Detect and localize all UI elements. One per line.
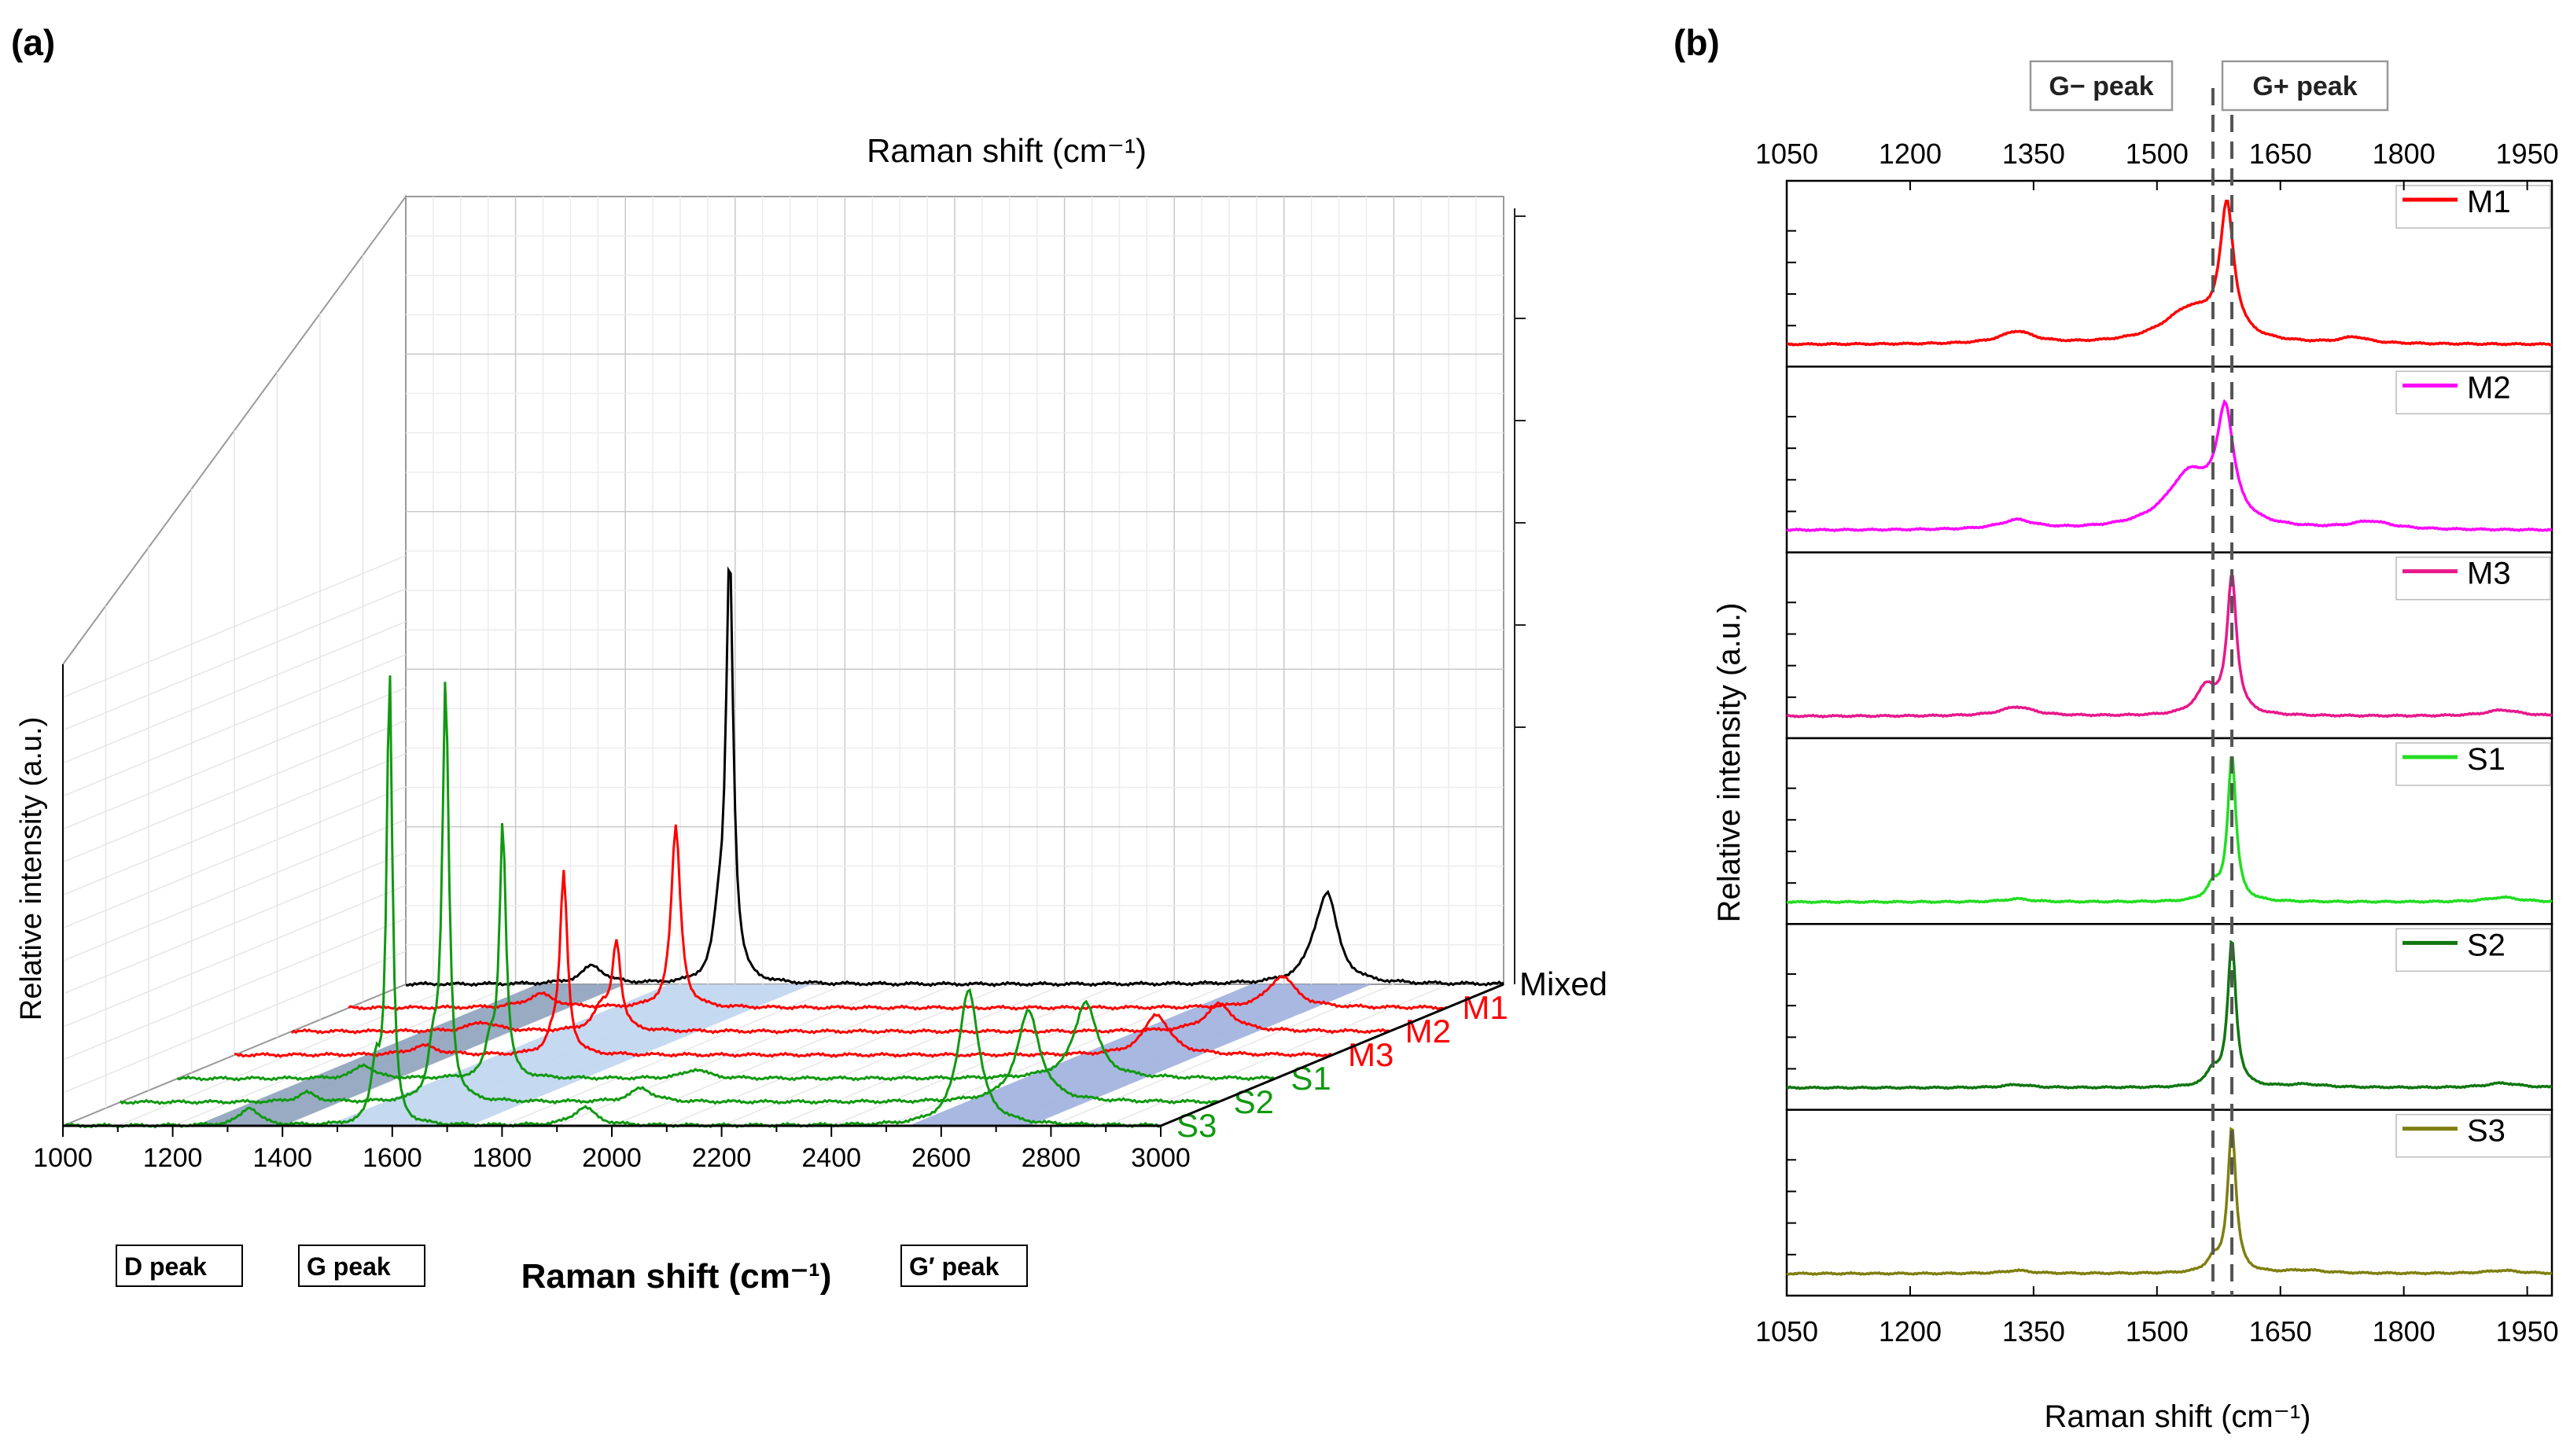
series-line-M2 <box>1786 399 2553 533</box>
legend-box <box>2395 928 2551 973</box>
x-tick-label-top: 1650 <box>2249 138 2312 170</box>
legend-label: M1 <box>2467 185 2511 219</box>
x-tick-label-top: 1350 <box>2002 138 2065 170</box>
panel-a-y-axis-label: Relative intensity (a.u.) <box>15 717 48 1021</box>
reference-label-box <box>2029 60 2174 112</box>
subplot-M2: M2 <box>1785 366 2553 553</box>
panel-b-y-axis-label: Relative intensity (a.u.) <box>1712 603 1747 923</box>
x-tick-label-top: 1200 <box>1879 138 1942 170</box>
panel-a-top-axis-label: Raman shift (cm⁻¹) <box>867 132 1147 169</box>
x-tick-label-top: 1500 <box>2126 138 2189 170</box>
series-line-M1 <box>348 824 1448 1012</box>
band-label: G′ peak <box>909 1252 1000 1281</box>
x-tick-label: 3000 <box>1131 1143 1191 1173</box>
peak-band <box>194 984 626 1126</box>
reference-label: G+ peak <box>2252 72 2357 101</box>
series-line-S2 <box>119 682 1218 1105</box>
panel-b-subplots: M1 M2 M3 S1 S2 S3 <box>1785 179 2553 1297</box>
series-line-S3 <box>1786 1127 2553 1276</box>
band-label-box <box>116 1245 243 1287</box>
panel-a-waterfall-chart: Mixed M1 M2 M3 S1 S2 S3 1000 1200 1400 1600 1800 20… <box>15 132 1607 1296</box>
series-label-M1: M1 <box>1462 989 1508 1026</box>
series-label-M3: M3 <box>1348 1036 1394 1073</box>
legend-box <box>2395 370 2551 415</box>
legend-box <box>2395 1113 2551 1158</box>
series-label-S3: S3 <box>1176 1107 1217 1144</box>
series-line-S3 <box>62 675 1162 1129</box>
x-tick-label-top: 1050 <box>1755 138 1818 170</box>
series-label-Mixed: Mixed <box>1519 965 1607 1002</box>
panel-a-band-labels: D peak G peak G′ peak <box>116 1245 1028 1287</box>
x-tick-label: 2200 <box>692 1143 752 1173</box>
series-line-M2 <box>290 939 1390 1035</box>
depth-axis-line <box>1160 983 1504 1127</box>
band-label: G peak <box>307 1252 391 1281</box>
x-tick-label-bottom: 1500 <box>2126 1315 2189 1348</box>
series-label-S2: S2 <box>1234 1083 1274 1120</box>
reference-label-box <box>2221 60 2389 112</box>
series-line-S2 <box>1786 939 2553 1090</box>
legend-box <box>2395 742 2551 786</box>
subplot-S1: S1 <box>1785 737 2553 925</box>
reference-label: G− peak <box>2049 72 2153 101</box>
peak-band <box>326 984 812 1126</box>
x-tick-label: 1600 <box>363 1143 422 1173</box>
x-tick-label-top: 1800 <box>2373 138 2436 170</box>
panel-b-x-axis-label: Raman shift (cm⁻¹) <box>2045 1399 2311 1434</box>
legend-box <box>2395 185 2551 229</box>
x-tick-label: 1800 <box>473 1143 532 1173</box>
band-label-box <box>298 1245 425 1287</box>
x-tick-label-bottom: 1350 <box>2002 1315 2065 1348</box>
x-tick-label-bottom: 1950 <box>2496 1315 2559 1348</box>
x-tick-label: 1200 <box>143 1143 203 1173</box>
x-tick-label-bottom: 1800 <box>2373 1315 2436 1348</box>
peak-band <box>908 984 1372 1126</box>
panel-a-series: Mixed M1 M2 M3 S1 S2 S3 <box>62 566 1607 1144</box>
series-line-S1 <box>1787 756 2553 905</box>
x-tick-label: 1400 <box>252 1143 312 1173</box>
x-tick-label: 2000 <box>582 1143 642 1173</box>
series-line-M3 <box>234 870 1333 1058</box>
x-tick-label: 2400 <box>801 1143 861 1173</box>
panel-b-label: (b) <box>1673 22 1720 63</box>
x-tick-label-bottom: 1050 <box>1755 1315 1818 1348</box>
legend-label: S1 <box>2467 742 2506 777</box>
band-label-box <box>900 1245 1028 1287</box>
x-tick-label-bottom: 1650 <box>2249 1315 2312 1348</box>
grid-line <box>1051 984 1394 1127</box>
legend-label: M2 <box>2467 370 2511 405</box>
legend-label: S3 <box>2467 1114 2506 1149</box>
series-line-Mixed <box>406 566 1504 987</box>
series-label-S1: S1 <box>1291 1060 1331 1097</box>
series-label-M2: M2 <box>1405 1013 1451 1050</box>
legend-label: S2 <box>2467 928 2506 962</box>
series-line-M1 <box>1787 200 2553 347</box>
legend-box <box>2395 556 2551 601</box>
band-label: D peak <box>124 1252 207 1281</box>
x-tick-label: 1000 <box>33 1143 93 1173</box>
panel-a-peak-bands <box>194 984 1372 1126</box>
subplot-M3: M3 <box>1785 551 2553 740</box>
x-tick-label-top: 1950 <box>2496 138 2559 170</box>
subplot-S2: S2 <box>1785 923 2553 1111</box>
panel-a-label: (a) <box>11 22 55 63</box>
panel-a-x-axis-label: Raman shift (cm⁻¹) <box>521 1257 832 1296</box>
panel-b-stacked-chart: M1 M2 M3 S1 S2 S3 G− peak G+ peak 1050 1050 1200… <box>1712 60 2559 1434</box>
panel-b-reference-lines: G− peak G+ peak <box>2029 60 2389 1296</box>
x-tick-label: 2600 <box>911 1143 971 1173</box>
panel-b-x-ticks: 1050 1050 1200 1200 1350 1350 1500 1500 1650 1650… <box>1755 138 2559 1348</box>
x-tick-label-bottom: 1200 <box>1879 1315 1942 1348</box>
subplot-S3: S3 <box>1785 1109 2553 1297</box>
legend-label: M3 <box>2467 557 2511 591</box>
series-line-M3 <box>1786 575 2553 719</box>
panel-a-x-ticks: 1000 1200 1400 1600 1800 2000 2200 2400 2600 2800… <box>33 1126 1191 1173</box>
subplot-M1: M1 <box>1785 179 2553 368</box>
x-tick-label: 2800 <box>1022 1143 1081 1173</box>
series-line-S1 <box>176 823 1276 1082</box>
